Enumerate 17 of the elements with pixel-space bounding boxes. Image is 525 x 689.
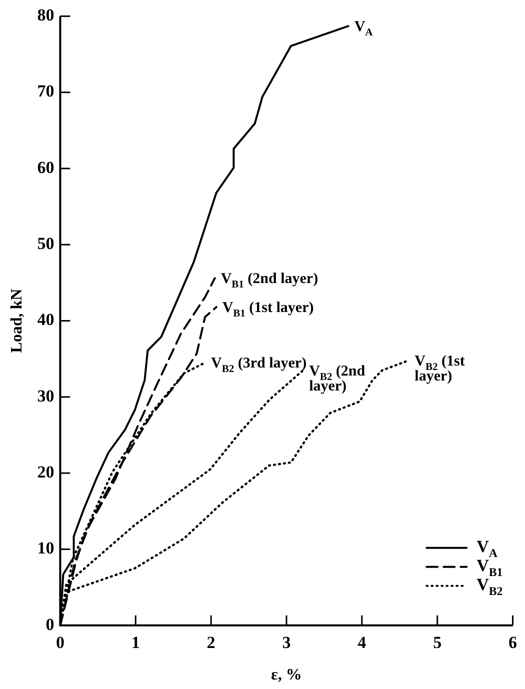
x-tick-label: 4 bbox=[358, 632, 367, 652]
y-tick-label: 70 bbox=[37, 82, 54, 101]
y-tick-label: 10 bbox=[37, 538, 54, 558]
y-tick-label: 30 bbox=[37, 386, 54, 406]
x-tick-label: 6 bbox=[508, 632, 517, 652]
y-tick-label: 40 bbox=[37, 310, 54, 330]
x-tick-label: 5 bbox=[433, 632, 442, 652]
x-axis-title: ε, % bbox=[271, 666, 302, 684]
y-tick-label: 60 bbox=[37, 158, 54, 177]
x-tick-label: 3 bbox=[282, 632, 291, 652]
y-tick-label: 20 bbox=[37, 462, 54, 482]
y-axis-title: Load, kN bbox=[8, 288, 26, 353]
y-tick-label: 0 bbox=[46, 614, 54, 634]
y-tick-label: 80 bbox=[37, 6, 54, 25]
x-tick-label: 1 bbox=[131, 632, 140, 652]
x-tick-label: 2 bbox=[206, 632, 216, 652]
y-tick-label: 50 bbox=[37, 234, 54, 254]
